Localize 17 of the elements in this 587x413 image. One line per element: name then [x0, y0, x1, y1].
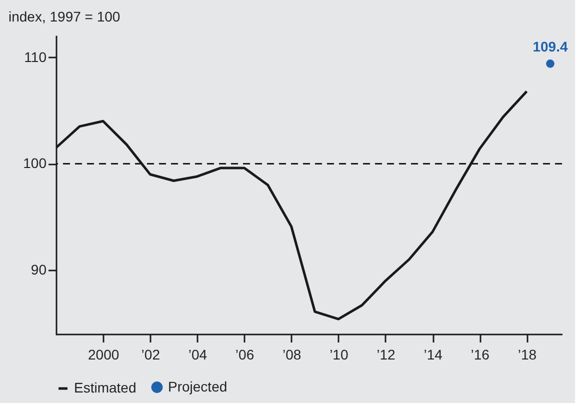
- x-tick-label: 2000: [88, 346, 120, 362]
- x-tick-label: ’08: [282, 346, 302, 362]
- y-tick-label: 110: [24, 48, 47, 65]
- x-tick-label: ’02: [141, 346, 160, 362]
- x-tick-label: ’06: [235, 346, 254, 362]
- x-tick-label: ’18: [518, 346, 537, 362]
- x-tick-label: ’16: [470, 346, 490, 362]
- y-tick-label: 90: [30, 262, 47, 278]
- x-tick-label: ’04: [188, 346, 208, 362]
- legend-label: Estimated: [74, 380, 136, 396]
- y-axis-title: index, 1997 = 100: [8, 8, 120, 24]
- x-tick-label: ’14: [424, 346, 443, 362]
- y-tick-label: 100: [23, 155, 47, 172]
- data-label: 109.4: [532, 38, 568, 55]
- legend-label: Projected: [168, 378, 228, 394]
- x-tick-label: ’10: [330, 346, 348, 362]
- x-tick-label: ’12: [376, 346, 396, 362]
